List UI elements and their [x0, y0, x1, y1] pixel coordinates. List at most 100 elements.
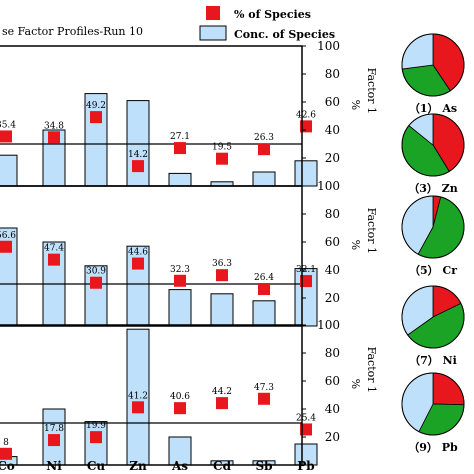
- factor-label: Factor 1: [365, 208, 378, 254]
- pie-outline: [401, 372, 465, 436]
- category-label-sb: Sb: [255, 459, 272, 473]
- category-label-cu: Cu: [87, 459, 106, 473]
- panel-3: 8 17.8 19.9 41.2 40.6 44.2 47.3 25.4 20 40 60 80 100…: [0, 318, 378, 466]
- y-tick-label: 60: [325, 374, 340, 388]
- pie-outline: [401, 113, 465, 177]
- pct-marker-zn: [132, 160, 144, 173]
- pie-outline: [401, 33, 465, 97]
- pct-label-as: 27.1: [170, 132, 190, 142]
- pct-label-as: 40.6: [170, 392, 190, 402]
- pct-label-sb: 26.3: [254, 133, 274, 143]
- pie-2: （3） Zn: [401, 113, 465, 195]
- pct-label-co: 35.4: [0, 120, 16, 130]
- pct-label-sb: 26.4: [254, 273, 274, 283]
- pct-marker-cd: [216, 152, 228, 165]
- conc-bar-pb: [294, 160, 318, 187]
- chart-title: se Factor Profiles-Run 10: [2, 25, 143, 38]
- pie-label: （9） Pb: [408, 441, 458, 454]
- plot-frame: [0, 185, 303, 327]
- y-axis-label: %: [349, 100, 362, 110]
- y-tick-label: 80: [325, 346, 340, 360]
- pct-marker-cu: [90, 276, 102, 289]
- category-label-as: As: [171, 459, 188, 473]
- pct-marker-as: [174, 274, 186, 287]
- category-label-co: Co: [0, 459, 15, 473]
- pct-marker-sb: [258, 283, 270, 296]
- pct-marker-cd: [216, 397, 228, 410]
- conc-bar-zn: [126, 100, 150, 187]
- y-tick-label: 40: [325, 263, 340, 277]
- pct-marker-co: [0, 240, 12, 253]
- pct-label-cd: 36.3: [212, 259, 232, 269]
- category-label-pb: Pb: [297, 459, 314, 473]
- pie-outline: [401, 285, 465, 349]
- pct-label-cu: 49.2: [86, 101, 106, 111]
- conc-bar-sb: [252, 300, 276, 327]
- pie-slice-red: [432, 372, 465, 406]
- pct-label-co: 8: [3, 438, 9, 448]
- y-tick-label: 20: [325, 430, 340, 444]
- y-tick-label: 80: [325, 207, 340, 221]
- pct-label-ni: 17.8: [44, 424, 64, 434]
- y-axis-label: %: [349, 240, 362, 250]
- category-label-zn: Zn: [129, 459, 147, 473]
- pie-slice-blue: [401, 33, 434, 70]
- pct-label-zn: 14.2: [128, 150, 148, 160]
- conc-bar-sb: [252, 171, 276, 187]
- pct-label-co: 56.6: [0, 231, 16, 241]
- pct-marker-zn: [132, 401, 144, 414]
- pct-marker-as: [174, 402, 186, 415]
- legend-conc-swatch: [199, 25, 227, 41]
- conc-bar-co: [0, 154, 18, 187]
- y-tick-label: 100: [317, 318, 340, 332]
- pie-label: （7） Ni: [409, 354, 457, 367]
- pct-marker-co: [0, 447, 12, 460]
- pct-marker-as: [174, 142, 186, 155]
- pie-outline: [401, 195, 465, 259]
- panel-2: 56.647.430.944.632.336.326.432.120406080…: [0, 179, 378, 327]
- pct-label-pb: 25.4: [296, 413, 316, 423]
- y-tick-label: 100: [317, 179, 340, 193]
- factor-label: Factor 1: [365, 347, 378, 393]
- pie-4: （7） Ni: [401, 285, 465, 367]
- pct-label-sb: 47.3: [254, 383, 274, 393]
- y-tick-label: 20: [325, 291, 340, 305]
- y-tick-label: 20: [325, 151, 340, 165]
- pct-label-zn: 44.6: [128, 248, 148, 258]
- legend-pct-marker: [206, 6, 220, 20]
- y-tick-label: 40: [325, 402, 340, 416]
- pie-charts: （1） As （3） Zn （5） Cr （7） Ni （9） Pb: [401, 33, 465, 454]
- pct-marker-sb: [258, 392, 270, 405]
- pie-1: （1） As: [401, 33, 465, 115]
- pct-label-cd: 19.5: [212, 143, 232, 153]
- conc-bar-pb: [294, 443, 318, 466]
- legend-pct-label: % of Species: [234, 8, 311, 21]
- y-tick-label: 80: [325, 67, 340, 81]
- y-tick-label: 60: [325, 95, 340, 109]
- pct-marker-cd: [216, 269, 228, 282]
- pct-marker-pb: [300, 275, 312, 288]
- pct-marker-pb: [300, 120, 312, 133]
- pct-label-as: 32.3: [170, 265, 190, 275]
- pct-marker-co: [0, 130, 12, 143]
- category-label-ni: Ni: [46, 459, 62, 473]
- pie-label: （5） Cr: [409, 264, 457, 277]
- conc-bar-as: [168, 172, 192, 187]
- pct-marker-zn: [132, 257, 144, 270]
- plot-frame: [0, 324, 303, 466]
- y-tick-label: 40: [325, 123, 340, 137]
- conc-bar-as: [168, 289, 192, 327]
- pct-label-zn: 41.2: [128, 391, 148, 401]
- pct-label-ni: 47.4: [44, 244, 64, 254]
- pie-label: （3） Zn: [408, 182, 458, 195]
- pct-marker-sb: [258, 143, 270, 156]
- pct-marker-ni: [48, 253, 60, 266]
- y-axis-label: %: [349, 379, 362, 389]
- pct-label-cu: 30.9: [86, 267, 106, 277]
- pct-marker-ni: [48, 131, 60, 144]
- pct-label-ni: 34.8: [44, 121, 64, 131]
- legend: % of Species Conc. of Species: [199, 6, 335, 41]
- y-tick-label: 60: [325, 235, 340, 249]
- panel-1: 35.4 34.8 49.2 14.2 27.1 19.5 26.3 42.6 20 40 60 80…: [0, 39, 378, 187]
